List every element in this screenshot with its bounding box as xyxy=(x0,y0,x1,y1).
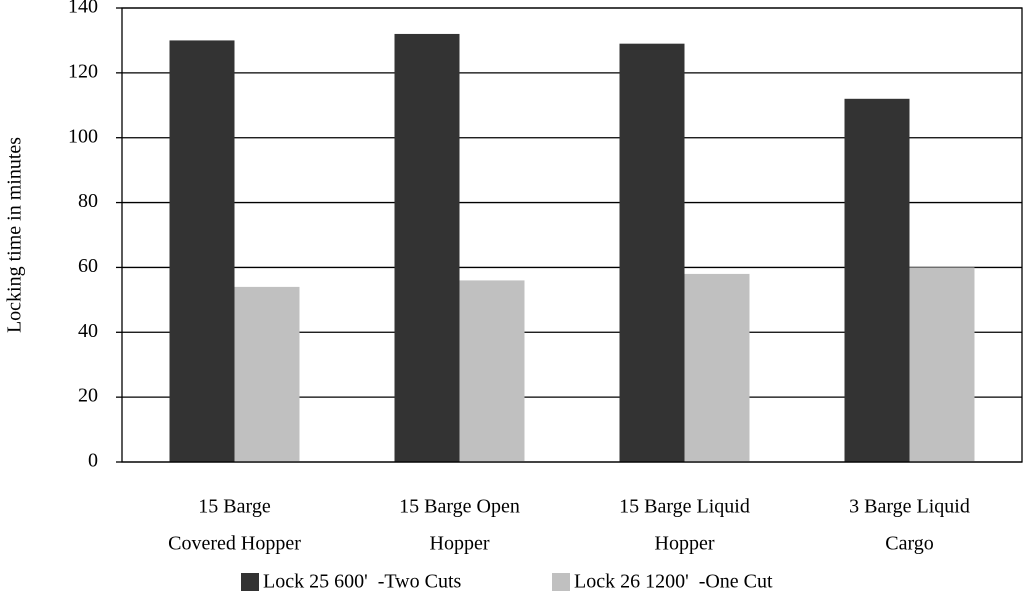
x-tick-label: Hopper xyxy=(655,533,715,555)
legend-swatch xyxy=(552,573,570,591)
y-axis-label: Locking time in minutes xyxy=(4,137,26,333)
legend-label: Lock 26 1200' -One Cut xyxy=(574,571,773,593)
y-tick-label: 20 xyxy=(78,385,98,407)
bar xyxy=(844,98,910,463)
y-tick-label: 40 xyxy=(78,320,98,342)
y-tick-label: 0 xyxy=(88,450,98,472)
bar xyxy=(169,40,235,463)
x-tick-label: 3 Barge Liquid xyxy=(849,496,970,518)
x-tick-label: Covered Hopper xyxy=(168,533,301,555)
bar xyxy=(619,43,685,463)
legend-label: Lock 25 600' -Two Cuts xyxy=(263,571,462,593)
bar xyxy=(459,280,525,462)
legend-swatch xyxy=(241,573,259,591)
y-tick-label: 120 xyxy=(68,60,98,82)
bar xyxy=(684,273,750,462)
y-tick-label: 80 xyxy=(78,190,98,212)
bar xyxy=(394,33,460,462)
x-tick-label: 15 Barge Open xyxy=(399,496,520,518)
y-tick-label: 100 xyxy=(68,125,98,147)
x-tick-label: 15 Barge xyxy=(198,496,271,518)
x-tick-label: Hopper xyxy=(430,533,490,555)
x-tick-label: 15 Barge Liquid xyxy=(619,496,750,518)
bar xyxy=(234,286,300,462)
bar xyxy=(909,267,975,462)
y-tick-label: 140 xyxy=(68,0,98,18)
plot-frame xyxy=(121,7,1023,463)
x-tick-label: Cargo xyxy=(885,533,934,555)
y-tick-label: 60 xyxy=(78,255,98,277)
